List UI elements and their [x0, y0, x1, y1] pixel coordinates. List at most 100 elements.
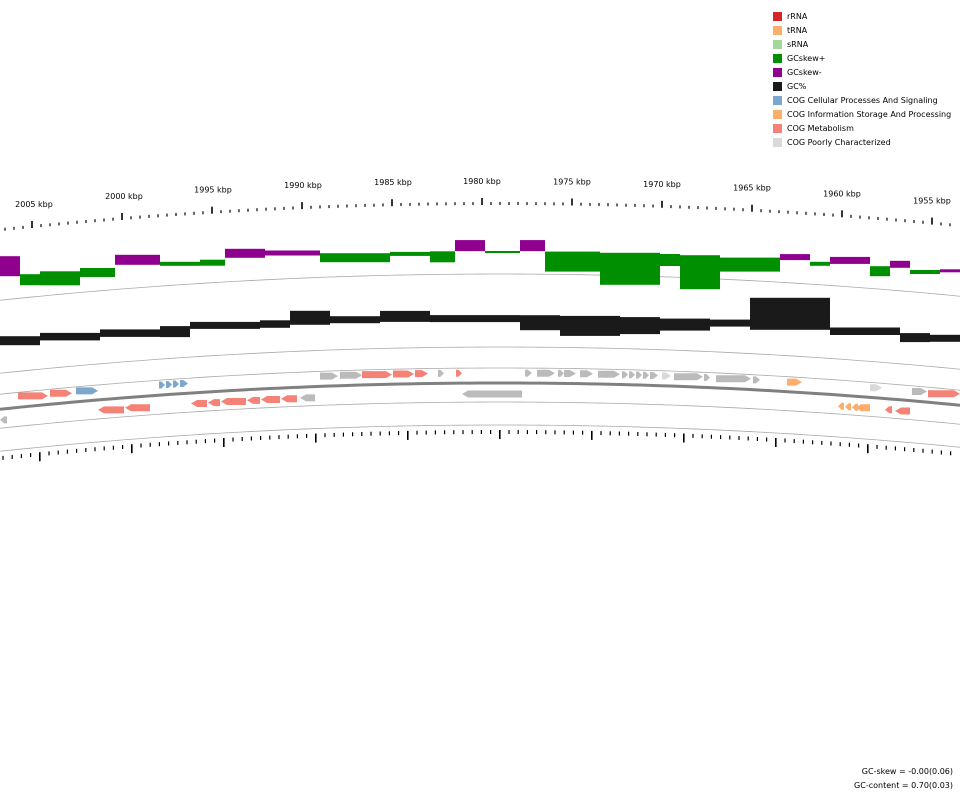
legend-item-gcskew-pos: GCskew+ — [773, 51, 951, 65]
gene-forward-arrow — [166, 381, 172, 388]
track-lines — [0, 273, 960, 452]
track-line — [0, 424, 960, 452]
gene-reverse-arrow — [885, 406, 892, 414]
gc-skew-pos-block — [810, 261, 830, 266]
gc-skew-neg-block — [890, 260, 910, 268]
gc-content-block — [40, 332, 100, 341]
gene-features — [0, 369, 960, 424]
gc-content-block — [560, 315, 620, 336]
gc-content-block — [830, 327, 900, 335]
legend-swatch — [773, 53, 782, 63]
gene-forward-arrow — [650, 372, 658, 379]
gene-forward-arrow — [636, 371, 642, 379]
gc-content-block — [190, 321, 260, 329]
ruler-label: 1970 kbp — [643, 180, 681, 189]
gc-content-block — [430, 315, 520, 323]
ruler-bottom — [2, 430, 952, 462]
legend: rRNA tRNA sRNA GCskew+ GCskew- GC% COG C… — [773, 9, 951, 149]
gc-skew-pos-block — [680, 255, 720, 290]
gc-skew-pos-block — [320, 253, 390, 263]
track-line — [0, 367, 960, 395]
legend-swatch — [773, 25, 782, 35]
gc-content-block — [380, 310, 430, 322]
gene-reverse-arrow — [208, 399, 220, 407]
gene-forward-arrow — [716, 375, 751, 383]
gene-forward-arrow — [753, 376, 760, 384]
gene-forward-arrow — [704, 374, 710, 381]
gc-content-block — [100, 329, 160, 337]
ruler-label: 1965 kbp — [733, 184, 771, 193]
gc-skew-pos-block — [485, 251, 520, 253]
ruler-top — [4, 198, 951, 231]
gc-skew-pos-block — [545, 251, 600, 272]
legend-swatch — [773, 95, 782, 105]
gene-forward-arrow — [320, 372, 338, 380]
track-line — [0, 346, 960, 374]
gc-content-block — [620, 317, 660, 335]
legend-swatch — [773, 109, 782, 119]
gc-skew-pos-block — [720, 257, 780, 272]
gene-reverse-arrow — [855, 404, 870, 412]
gene-forward-arrow — [580, 370, 593, 378]
gene-reverse-arrow — [845, 403, 851, 411]
gc-content-block — [0, 336, 40, 346]
gene-forward-arrow — [629, 371, 635, 379]
stats-panel: GC-skew = -0.00(0.06) GC-content = 0.70(… — [854, 765, 953, 793]
gene-forward-arrow — [525, 369, 532, 377]
legend-item-cog-cellular: COG Cellular Processes And Signaling — [773, 93, 951, 107]
legend-swatch — [773, 123, 782, 133]
gene-forward-arrow — [362, 371, 392, 379]
gc-skew-stat: GC-skew = -0.00(0.06) — [861, 767, 953, 776]
legend-item-cog-metabolism: COG Metabolism — [773, 121, 951, 135]
gene-forward-arrow — [912, 388, 927, 395]
gene-forward-arrow — [537, 369, 555, 377]
gc-content-block — [290, 310, 330, 325]
gene-reverse-arrow — [895, 407, 910, 415]
gc-content-block — [520, 315, 560, 331]
legend-item-cog-poor: COG Poorly Characterized — [773, 135, 951, 149]
gene-reverse-arrow — [98, 406, 124, 414]
gc-skew-pos-block — [200, 259, 225, 266]
gc-content-block — [900, 333, 930, 343]
ruler-label: 1995 kbp — [194, 186, 232, 195]
gc-skew-neg-block — [115, 254, 160, 265]
gene-forward-arrow — [564, 370, 576, 377]
gene-reverse-arrow — [247, 396, 260, 404]
gc-skew-neg-block — [780, 254, 810, 261]
gc-skew-neg-block — [940, 269, 960, 273]
gc-skew-neg-block — [520, 240, 545, 252]
genome-backbone — [0, 381, 960, 411]
gene-forward-arrow — [340, 371, 362, 379]
gc-content-block — [930, 334, 960, 342]
gene-forward-arrow — [173, 380, 179, 388]
gene-forward-arrow — [643, 371, 649, 379]
legend-item-rrna: rRNA — [773, 9, 951, 23]
gc-skew-neg-block — [455, 240, 485, 252]
gene-forward-arrow — [180, 380, 188, 387]
gene-forward-arrow — [662, 372, 671, 380]
gene-reverse-arrow — [125, 404, 150, 412]
gene-forward-arrow — [598, 370, 620, 378]
legend-item-gc-percent: GC% — [773, 79, 951, 93]
gene-forward-arrow — [159, 381, 165, 389]
legend-item-srna: sRNA — [773, 37, 951, 51]
legend-swatch — [773, 11, 782, 21]
gc-content-block — [260, 320, 290, 328]
ruler-label: 1955 kbp — [913, 197, 951, 206]
gc-skew-pos-block — [160, 261, 200, 266]
gene-reverse-arrow — [0, 416, 7, 424]
gene-forward-arrow — [456, 369, 462, 377]
gene-reverse-arrow — [221, 398, 246, 405]
ruler-label: 2005 kbp — [15, 200, 53, 209]
gc-skew-neg-block — [265, 250, 320, 256]
gene-forward-arrow — [928, 390, 960, 398]
gene-forward-arrow — [622, 371, 628, 379]
track-line — [0, 401, 960, 429]
gc-content-track — [0, 297, 960, 346]
ruler-label: 1975 kbp — [553, 178, 591, 187]
gc-skew-pos-block — [390, 251, 430, 256]
ruler-label: 1960 kbp — [823, 189, 861, 198]
gene-forward-arrow — [393, 370, 414, 378]
gc-skew-pos-block — [80, 268, 115, 277]
